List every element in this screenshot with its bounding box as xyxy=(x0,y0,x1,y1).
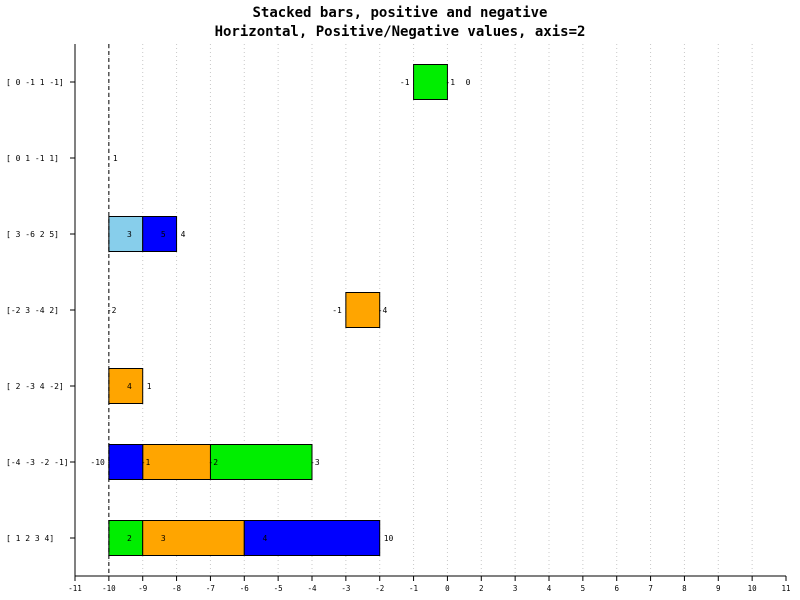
x-tick-label: 7 xyxy=(648,584,653,593)
axes-group: [ 0 -1 1 -1] [ 0 1 -1 1] [ 3 -6 2 5] [-2 3 … xyxy=(6,44,791,593)
bar-segment xyxy=(243,520,381,556)
x-tick-label: 4 xyxy=(547,584,552,593)
segment-label: -4 xyxy=(378,306,388,315)
bar-segment xyxy=(142,444,211,480)
x-tick-label: -3 xyxy=(341,584,350,593)
category-label: [ 0 1 -1 1] xyxy=(6,154,59,163)
segment-label: 3 xyxy=(161,534,166,543)
x-tick-label: -11 xyxy=(68,584,82,593)
x-tick-label: -4 xyxy=(307,584,317,593)
segment-label: 4 xyxy=(262,534,267,543)
x-tick-label: -8 xyxy=(172,584,182,593)
segment-label: 3 xyxy=(127,230,132,239)
category-label: [-2 3 -4 2] xyxy=(6,306,59,315)
x-tick-label: -10 xyxy=(102,584,116,593)
x-tick-label: 0 xyxy=(445,584,450,593)
total-label: -1 xyxy=(400,78,410,87)
x-tick-label: -2 xyxy=(375,584,384,593)
x-tick-label: -9 xyxy=(138,584,147,593)
x-tick-label: -7 xyxy=(206,584,215,593)
x-tick-label: -1 xyxy=(409,584,418,593)
x-tick-label: 10 xyxy=(748,584,758,593)
bar-segment xyxy=(413,64,448,100)
bar-segment xyxy=(142,520,245,556)
bar-segment xyxy=(108,520,144,556)
total-label: 1 xyxy=(147,382,152,391)
x-tick-label: -6 xyxy=(240,584,250,593)
x-tick-label: 11 xyxy=(781,584,790,593)
bar-segment xyxy=(108,216,144,252)
x-tick-label: 8 xyxy=(682,584,687,593)
x-tick-label: -5 xyxy=(274,584,283,593)
category-label: [ 1 2 3 4] xyxy=(6,534,54,543)
grid-lines xyxy=(108,44,753,576)
x-tick-label: 9 xyxy=(716,584,721,593)
bar-segment xyxy=(108,368,144,404)
x-tick-label: 5 xyxy=(581,584,586,593)
total-label: 4 xyxy=(181,230,186,239)
segment-label: -2 xyxy=(107,306,117,315)
bar-segment xyxy=(209,444,313,480)
x-tick-label: 6 xyxy=(614,584,619,593)
segment-label: 0 xyxy=(466,78,471,87)
total-label: -10 xyxy=(90,458,105,467)
category-label: [ 0 -1 1 -1] xyxy=(6,78,64,87)
bar-segment xyxy=(345,292,381,328)
category-label: [ 3 -6 2 5] xyxy=(6,230,59,239)
segment-label: 5 xyxy=(161,230,166,239)
chart-title: Stacked bars, positive and negative xyxy=(252,5,547,21)
chart-subtitle: Horizontal, Positive/Negative values, ax… xyxy=(215,24,586,40)
segment-label: -2 xyxy=(208,458,218,467)
total-label: 10 xyxy=(384,534,394,543)
x-tick-label: 3 xyxy=(513,584,518,593)
total-label: -1 xyxy=(332,306,342,315)
segment-label: 2 xyxy=(127,534,132,543)
segment-label: -1 xyxy=(445,78,455,87)
segment-label: 4 xyxy=(127,382,132,391)
total-label: 1 xyxy=(113,154,118,163)
x-tick-label: 2 xyxy=(479,584,484,593)
category-label: [-4 -3 -2 -1] xyxy=(6,458,69,467)
bar-segment xyxy=(108,444,144,480)
category-label: [ 2 -3 4 -2] xyxy=(6,382,64,391)
segment-label: -3 xyxy=(310,458,320,467)
bar-segment xyxy=(142,216,178,252)
segment-label: -1 xyxy=(141,458,151,467)
